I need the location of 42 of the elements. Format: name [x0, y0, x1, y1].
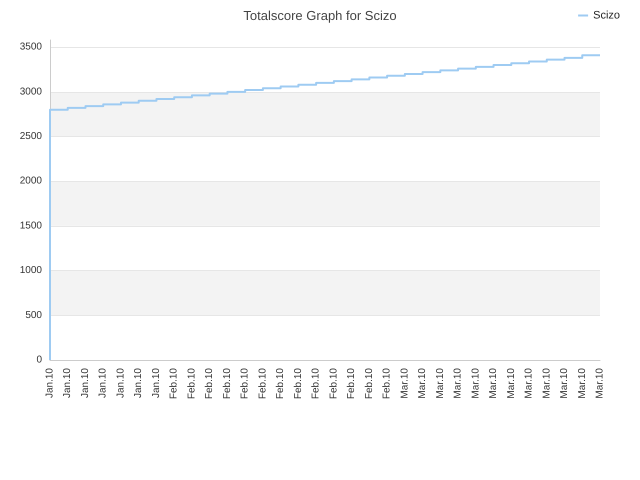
- chart-title: Totalscore Graph for Scizo: [243, 8, 397, 23]
- y-tick-label: 500: [25, 310, 42, 321]
- x-tick-label: Mar.10: [452, 368, 464, 399]
- y-tick-label: 0: [36, 354, 42, 366]
- x-tick-label: Jan.10: [133, 368, 144, 398]
- y-tick-label: 2500: [20, 131, 42, 142]
- x-tick-label: Mar.10: [524, 368, 535, 399]
- y-tick-label: 2000: [20, 176, 42, 187]
- x-tick-label: Feb.10: [346, 368, 358, 400]
- y-tick-label: 3500: [20, 42, 42, 53]
- x-tick-label: Feb.10: [292, 368, 304, 400]
- x-tick-label: Feb.10: [382, 368, 393, 400]
- x-tick-label: Mar.10: [594, 368, 606, 399]
- x-tick-label: Mar.10: [506, 368, 517, 399]
- x-tick-label: Feb.10: [204, 368, 216, 400]
- y-tick-label: 1000: [20, 265, 42, 276]
- x-tick-label: Feb.10: [310, 368, 322, 400]
- x-tick-label: Feb.10: [257, 368, 268, 400]
- x-tick-label: Jan.10: [98, 368, 109, 398]
- y-tick-label: 3000: [20, 86, 42, 98]
- y-tick-label: 1500: [20, 220, 42, 232]
- x-tick-label: Jan.10: [115, 368, 126, 398]
- x-tick-label: Feb.10: [364, 368, 375, 400]
- x-tick-label: Mar.10: [541, 368, 552, 399]
- x-tick-label: Feb.10: [275, 368, 286, 400]
- x-tick-label: Mar.10: [559, 368, 570, 399]
- x-tick-label: Mar.10: [576, 368, 588, 399]
- x-tick-label: Mar.10: [434, 368, 446, 399]
- x-tick-label: Mar.10: [470, 368, 482, 399]
- x-tick-label: Jan.10: [62, 368, 74, 398]
- x-tick-label: Jan.10: [150, 368, 162, 398]
- x-tick-label: Mar.10: [399, 368, 410, 399]
- x-tick-label: Jan.10: [80, 368, 91, 398]
- x-tick-label: Jan.10: [44, 368, 56, 398]
- x-tick-label: Feb.10: [328, 368, 340, 400]
- x-tick-label: Mar.10: [488, 368, 500, 399]
- x-tick-label: Mar.10: [417, 368, 428, 399]
- legend-label: Scizo: [593, 10, 620, 22]
- x-tick-label: Feb.10: [168, 368, 180, 400]
- x-tick-label: Feb.10: [240, 368, 251, 400]
- x-tick-label: Feb.10: [222, 368, 233, 400]
- x-tick-label: Feb.10: [186, 368, 198, 400]
